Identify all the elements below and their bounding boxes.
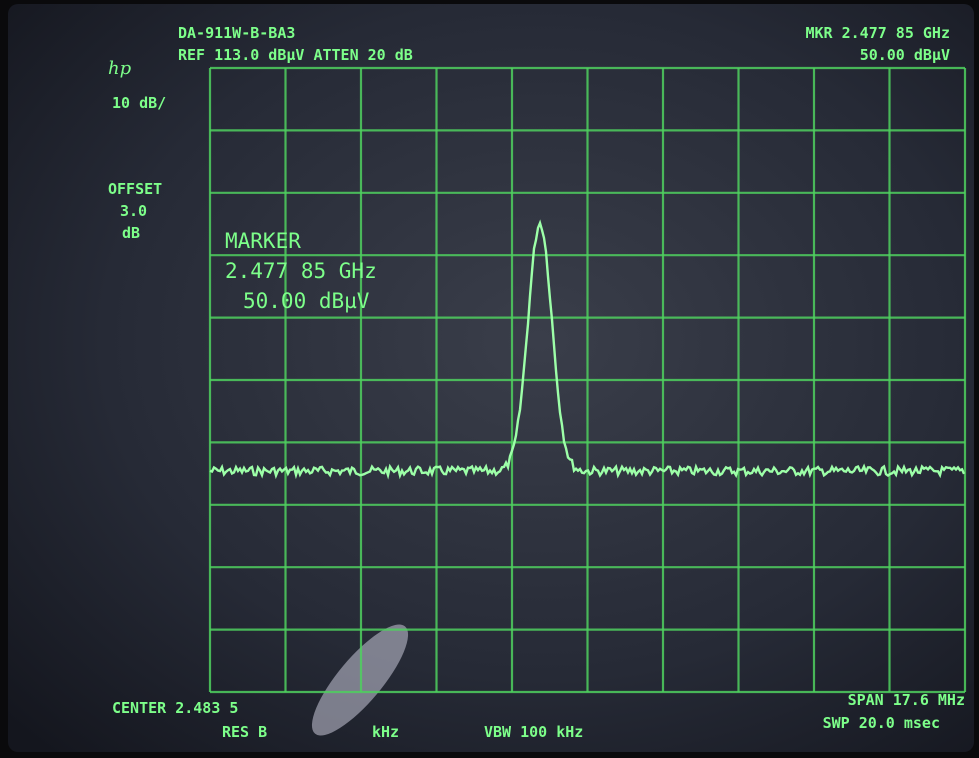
offset-label: OFFSET bbox=[108, 180, 162, 198]
offset-value: 3.0 bbox=[120, 202, 147, 220]
marker-freq-readout: 2.477 85 GHz bbox=[225, 259, 377, 283]
model: DA-911W-B-BA3 bbox=[178, 24, 295, 42]
res-bw: RES B bbox=[222, 723, 267, 741]
sweep: SWP 20.0 msec bbox=[823, 714, 940, 732]
marker-freq: MKR 2.477 85 GHz bbox=[806, 24, 951, 42]
vbw: VBW 100 kHz bbox=[484, 723, 583, 741]
span: SPAN 17.6 MHz bbox=[848, 691, 965, 709]
scale: 10 dB/ bbox=[112, 94, 166, 112]
logo: hp bbox=[108, 58, 132, 79]
marker-title: MARKER bbox=[225, 229, 301, 253]
center-freq: CENTER 2.483 5 bbox=[112, 699, 238, 717]
display bbox=[8, 4, 974, 752]
page: hp DA-911W-B-BA3 REF 113.0 dBµV ATTEN 20… bbox=[0, 0, 979, 758]
screen-photo: hp DA-911W-B-BA3 REF 113.0 dBµV ATTEN 20… bbox=[0, 0, 979, 758]
offset-unit: dB bbox=[122, 224, 140, 242]
marker-level-readout: 50.00 dBµV bbox=[243, 289, 370, 313]
res-bw-unit: kHz bbox=[372, 723, 399, 741]
marker-level: 50.00 dBµV bbox=[860, 46, 950, 64]
ref-line: REF 113.0 dBµV ATTEN 20 dB bbox=[178, 46, 413, 64]
